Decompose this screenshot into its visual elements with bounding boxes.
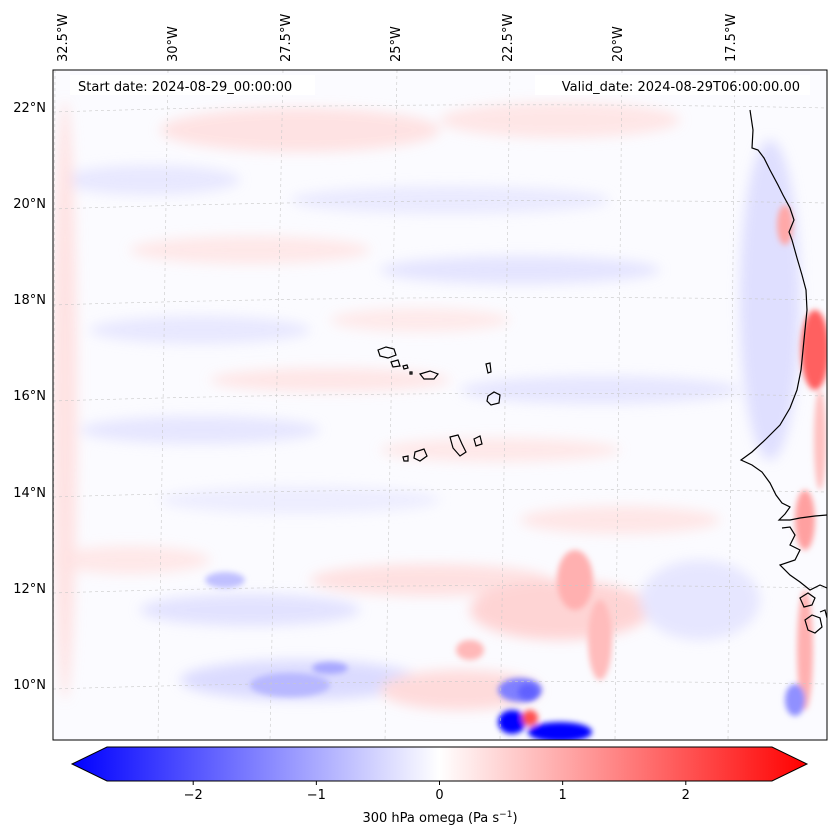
- lon-label-20w: 20°W: [611, 26, 626, 62]
- lat-label-10n: 10°N: [13, 678, 46, 693]
- colorbar-tick-label: 2: [682, 788, 690, 803]
- lon-label-27-5w: 27.5°W: [279, 14, 294, 62]
- lon-label-32-5w: 32.5°W: [56, 14, 71, 62]
- map-frame: [52, 69, 828, 741]
- lat-label-12n: 12°N: [13, 582, 46, 597]
- lat-label-16n: 16°N: [13, 389, 46, 404]
- cape-verde-islands: [377, 346, 501, 462]
- start-date-box: [70, 75, 315, 95]
- colorbar-tick-label: 1: [559, 788, 567, 803]
- africa-coastline: [739, 109, 828, 634]
- omega-field: [53, 100, 827, 740]
- lon-label-30w: 30°W: [166, 26, 181, 62]
- lon-label-22-5w: 22.5°W: [501, 14, 516, 62]
- map-panel: Start date: 2024-08-29_00:00:00 Valid_da…: [52, 69, 828, 741]
- start-date-label: Start date: 2024-08-29_00:00:00: [78, 80, 292, 95]
- colorbar-tick-label: 0: [435, 788, 443, 803]
- colorbar-ticks: −2 −1 0 1 2: [184, 781, 690, 803]
- valid-date-label: Valid_date: 2024-08-29T06:00:00.00: [562, 80, 800, 95]
- longitude-labels: 32.5°W 30°W 27.5°W 25°W 22.5°W 20°W 17.5…: [56, 14, 739, 62]
- colorbar-label: 300 hPa omega (Pa s−1): [362, 810, 517, 826]
- colorbar-tick-label: −1: [307, 788, 326, 803]
- lon-label-17-5w: 17.5°W: [724, 14, 739, 62]
- lat-label-18n: 18°N: [13, 293, 46, 308]
- valid-date-box: [535, 75, 810, 95]
- colorbar: −2 −1 0 1 2 300 hPa omega (Pa s−1): [70, 746, 809, 826]
- lat-label-22n: 22°N: [13, 101, 46, 116]
- lat-label-20n: 20°N: [13, 197, 46, 212]
- latitude-labels: 22°N 20°N 18°N 16°N 14°N 12°N 10°N: [13, 101, 46, 693]
- colorbar-bar: [70, 746, 809, 782]
- colorbar-tick-label: −2: [184, 788, 203, 803]
- lon-label-25w: 25°W: [389, 26, 404, 62]
- lat-label-14n: 14°N: [13, 486, 46, 501]
